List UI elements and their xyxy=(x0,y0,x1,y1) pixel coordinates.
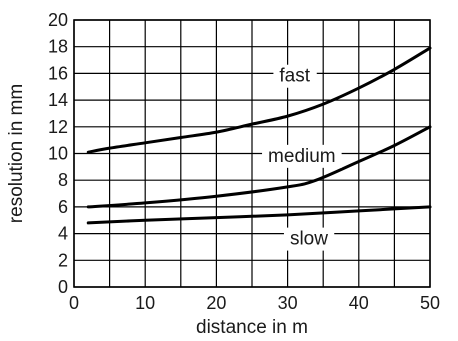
series-line-fast xyxy=(86,46,432,154)
series-line-slow xyxy=(86,205,432,225)
y-tick-label: 18 xyxy=(48,37,68,57)
y-tick-label: 6 xyxy=(58,197,68,217)
series-label-group: fast xyxy=(273,64,317,88)
y-tick-label: 2 xyxy=(58,250,68,270)
series-labels: fast medium slow xyxy=(262,64,342,251)
y-tick-label: 20 xyxy=(48,10,68,30)
x-tick-label: 40 xyxy=(349,293,369,313)
label-background xyxy=(262,144,342,168)
y-tick-label: 4 xyxy=(58,224,68,244)
label-background xyxy=(283,227,335,251)
x-tick-label: 0 xyxy=(69,293,79,313)
series-line-medium xyxy=(86,125,432,209)
y-axis-label: resolution in mm xyxy=(6,84,27,223)
series-label: medium xyxy=(268,146,336,167)
y-tick-label: 14 xyxy=(48,90,68,110)
series-label: fast xyxy=(279,66,310,87)
y-tick-label: 10 xyxy=(48,144,68,164)
series-lines xyxy=(86,46,432,225)
series-label-group: medium xyxy=(262,144,342,168)
y-tick-label: 8 xyxy=(58,170,68,190)
x-tick-label: 50 xyxy=(420,293,440,313)
label-background xyxy=(273,64,317,88)
x-tick-label: 20 xyxy=(206,293,226,313)
y-tick-label: 12 xyxy=(48,117,68,137)
x-tick-label: 30 xyxy=(278,293,298,313)
x-tick-label: 10 xyxy=(135,293,155,313)
series-label: slow xyxy=(290,229,328,250)
tick-labels: 0 10 20 30 40 50 0 2 4 6 8 10 12 14 16 18 20 xyxy=(48,10,440,313)
plot-frame xyxy=(73,19,431,288)
series-label-group: slow xyxy=(283,227,335,251)
y-tick-label: 0 xyxy=(58,277,68,297)
y-tick-label: 16 xyxy=(48,63,68,83)
x-axis-label: distance in m xyxy=(196,317,308,338)
